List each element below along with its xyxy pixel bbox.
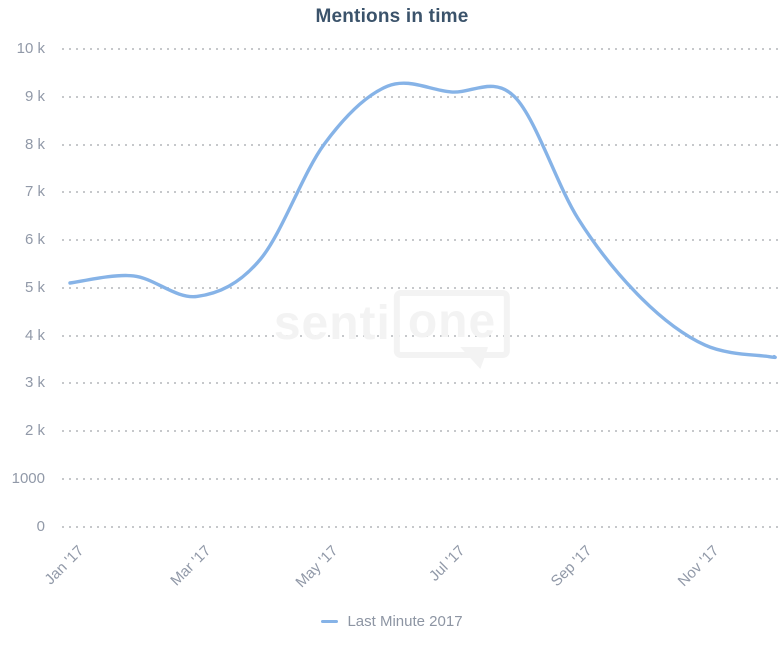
gridline bbox=[62, 143, 782, 146]
y-axis-label: 10 k bbox=[16, 39, 45, 57]
gridline bbox=[62, 382, 782, 385]
y-axis-label: 7 k bbox=[24, 183, 45, 201]
y-axis-label: 4 k bbox=[24, 326, 45, 344]
gridline bbox=[62, 47, 782, 50]
y-axis-label: 5 k bbox=[24, 278, 45, 296]
gridline bbox=[62, 477, 782, 480]
gridline bbox=[62, 430, 782, 433]
gridline bbox=[62, 525, 782, 528]
y-axis-label: 6 k bbox=[24, 231, 45, 248]
gridline bbox=[62, 191, 782, 194]
y-axis-label: 3 k bbox=[24, 374, 45, 392]
y-axis-label: 2 k bbox=[24, 422, 45, 440]
gridline bbox=[62, 239, 782, 241]
gridline bbox=[62, 95, 782, 98]
y-axis-label: 9 k bbox=[24, 87, 45, 105]
watermark-text-senti: senti bbox=[273, 297, 391, 350]
y-axis-label: 1000 bbox=[11, 469, 45, 487]
legend-series-label: Last Minute 2017 bbox=[347, 613, 463, 630]
legend[interactable]: Last Minute 2017 bbox=[0, 613, 784, 630]
chart-title: Mentions in time bbox=[315, 6, 469, 27]
y-axis-label: 8 k bbox=[24, 135, 45, 153]
series-line[interactable] bbox=[68, 81, 777, 360]
gridline bbox=[62, 334, 782, 337]
watermark-speech-bubble: one bbox=[393, 290, 511, 369]
sentione-watermark: senti one bbox=[273, 290, 511, 369]
y-axis-label: 0 bbox=[36, 517, 45, 535]
gridline bbox=[62, 286, 782, 289]
watermark-text-one: one bbox=[407, 295, 497, 348]
legend-line-marker-icon bbox=[321, 620, 339, 623]
